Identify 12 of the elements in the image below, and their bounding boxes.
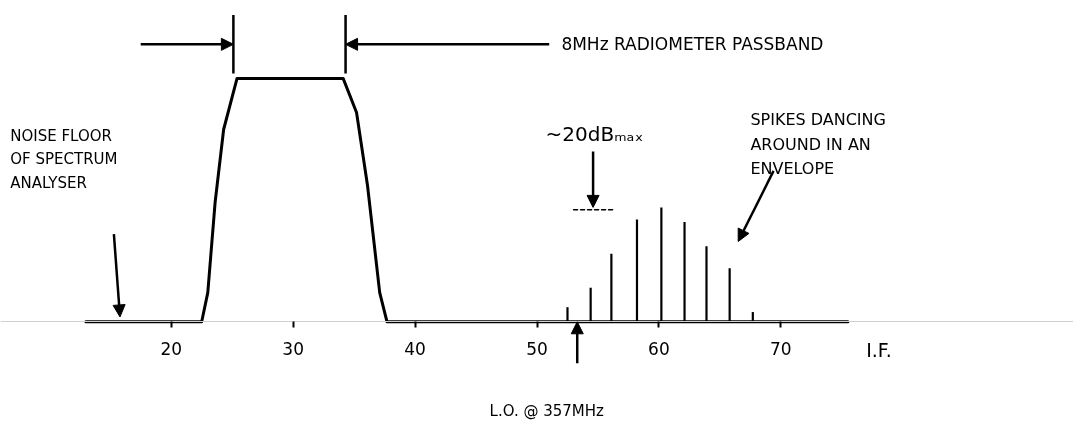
- text: L.O. @ 357MHz: [489, 402, 605, 421]
- x-tick-label: 60: [648, 338, 670, 359]
- x-tick-label: 20: [160, 338, 183, 359]
- annotation: NOISE FLOOR OF SPECTRUM ANALYSER: [10, 127, 118, 192]
- x-tick-label: 40: [404, 338, 426, 359]
- text: 8MHz RADIOMETER PASSBAND: [561, 34, 824, 55]
- x-tick-label: 30: [282, 338, 304, 359]
- x-tick-label: 70: [770, 338, 792, 359]
- x-tick-label: 50: [526, 338, 548, 359]
- annotation: ~20dBₘₐₓ: [545, 122, 644, 147]
- x-axis-title: I.F.: [866, 338, 892, 361]
- annotation: SPIKES DANCING AROUND IN AN ENVELOPE: [750, 110, 886, 179]
